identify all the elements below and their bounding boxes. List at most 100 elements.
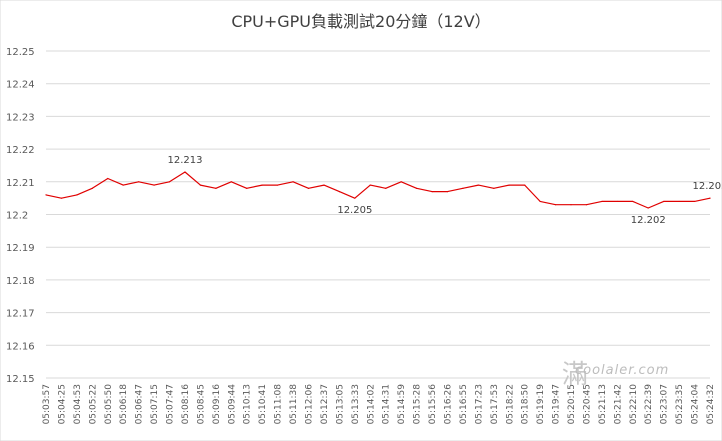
series-line [45, 171, 711, 209]
x-tick-label: 05:15:28 [413, 384, 423, 425]
x-tick-label: 05:21:13 [598, 384, 608, 424]
data-point [45, 194, 47, 196]
y-tick-label: 12.19 [6, 243, 35, 254]
data-point [554, 204, 557, 206]
data-point [292, 181, 294, 183]
x-tick-label: 05:18:22 [505, 384, 515, 424]
x-tick-label: 05:12:37 [320, 384, 330, 424]
data-point [385, 187, 387, 189]
data-point [400, 181, 402, 183]
data-point [138, 181, 140, 183]
x-tick-label: 05:21:42 [613, 384, 623, 424]
data-point [91, 187, 93, 189]
x-tick-label: 05:07:15 [150, 384, 160, 424]
y-tick-label: 12.17 [6, 309, 35, 320]
data-point [616, 200, 618, 203]
x-tick-label: 05:13:05 [335, 384, 345, 424]
data-point [122, 184, 124, 186]
data-point [307, 187, 310, 189]
x-tick-label: 05:05:22 [88, 384, 98, 424]
data-point [709, 197, 711, 199]
x-tick-label: 05:16:26 [443, 384, 453, 425]
x-tick-label: 05:22:39 [644, 384, 654, 425]
data-point [230, 181, 232, 183]
data-labels: 12.213 12.205 12.202 12.205 [167, 155, 722, 226]
data-point [168, 181, 171, 183]
x-tick-label: 05:23:07 [660, 384, 670, 424]
data-point [693, 200, 696, 203]
x-tick-label: 05:14:31 [382, 384, 392, 424]
data-point [446, 191, 449, 193]
data-point [199, 184, 202, 186]
data-point [369, 184, 371, 186]
x-tick-label: 05:11:38 [289, 384, 299, 425]
x-tick-label: 05:14:02 [366, 384, 376, 424]
data-point [647, 207, 649, 209]
y-tick-label: 12.16 [6, 341, 35, 352]
data-point [354, 197, 356, 199]
x-tick-label: 05:12:06 [305, 384, 315, 425]
x-tick-label: 05:23:35 [675, 384, 685, 424]
data-point [462, 187, 464, 189]
data-point [215, 187, 217, 189]
data-point [632, 200, 634, 203]
x-tick-label: 05:17:53 [490, 384, 500, 424]
data-point [663, 200, 665, 203]
data-point [539, 200, 541, 203]
data-point [107, 177, 109, 180]
watermark: 滿 coolaler.com [562, 360, 669, 390]
data-label: 12.205 [693, 181, 722, 192]
y-tick-label: 12.25 [6, 47, 35, 58]
data-point [323, 184, 325, 186]
data-point [277, 184, 279, 186]
data-point [261, 184, 263, 186]
data-label: 12.202 [631, 215, 666, 226]
watermark-text: coolaler.com [575, 363, 669, 378]
data-point [431, 191, 433, 193]
x-tick-label: 05:07:47 [166, 384, 176, 424]
y-tick-label: 12.23 [6, 112, 35, 123]
watermark-logo-glyph: 滿 [562, 360, 588, 390]
x-tick-label: 05:05:50 [104, 384, 114, 425]
x-tick-label: 05:06:47 [135, 384, 145, 424]
data-point [184, 171, 186, 173]
y-tick-label: 12.2 [6, 211, 28, 222]
data-point [493, 187, 495, 189]
x-tick-label: 05:06:18 [119, 384, 129, 425]
x-tick-label: 05:08:45 [196, 384, 206, 424]
x-tick-label: 05:04:53 [73, 384, 83, 424]
x-tick-label: 05:08:16 [181, 384, 191, 425]
x-tick-label: 05:17:23 [474, 384, 484, 424]
x-tick-label: 05:09:16 [212, 384, 222, 425]
x-axis-tick-labels: 05:03:57 05:04:25 05:04:53 05:05:22 05:05:50… [42, 384, 716, 425]
x-tick-label: 05:13:33 [351, 384, 361, 424]
x-tick-label: 05:03:57 [42, 384, 52, 424]
data-point [76, 194, 78, 196]
x-tick-label: 05:11:08 [274, 384, 284, 425]
data-point [678, 200, 680, 203]
data-point [601, 200, 603, 203]
chart-title: CPU+GPU負載測試20分鐘（12V） [231, 12, 490, 31]
y-tick-label: 12.21 [6, 178, 35, 189]
data-label: 12.205 [337, 205, 372, 216]
data-point [570, 204, 572, 206]
x-tick-label: 05:15:56 [428, 384, 438, 425]
x-tick-label: 05:18:50 [521, 384, 531, 425]
x-tick-label: 05:24:04 [691, 384, 701, 425]
data-point [585, 204, 588, 206]
data-point [477, 184, 479, 186]
series-lines [45, 171, 711, 209]
y-tick-label: 12.15 [6, 374, 35, 385]
data-point [60, 197, 63, 199]
y-tick-label: 12.18 [6, 276, 35, 287]
x-tick-label: 05:09:44 [227, 384, 237, 425]
x-tick-label: 05:14:59 [397, 384, 407, 425]
x-tick-label: 05:22:10 [629, 384, 639, 425]
x-tick-label: 05:20:15 [567, 384, 577, 424]
data-point [153, 184, 155, 186]
x-tick-label: 05:19:47 [552, 384, 562, 424]
x-tick-label: 05:19:19 [536, 384, 546, 425]
